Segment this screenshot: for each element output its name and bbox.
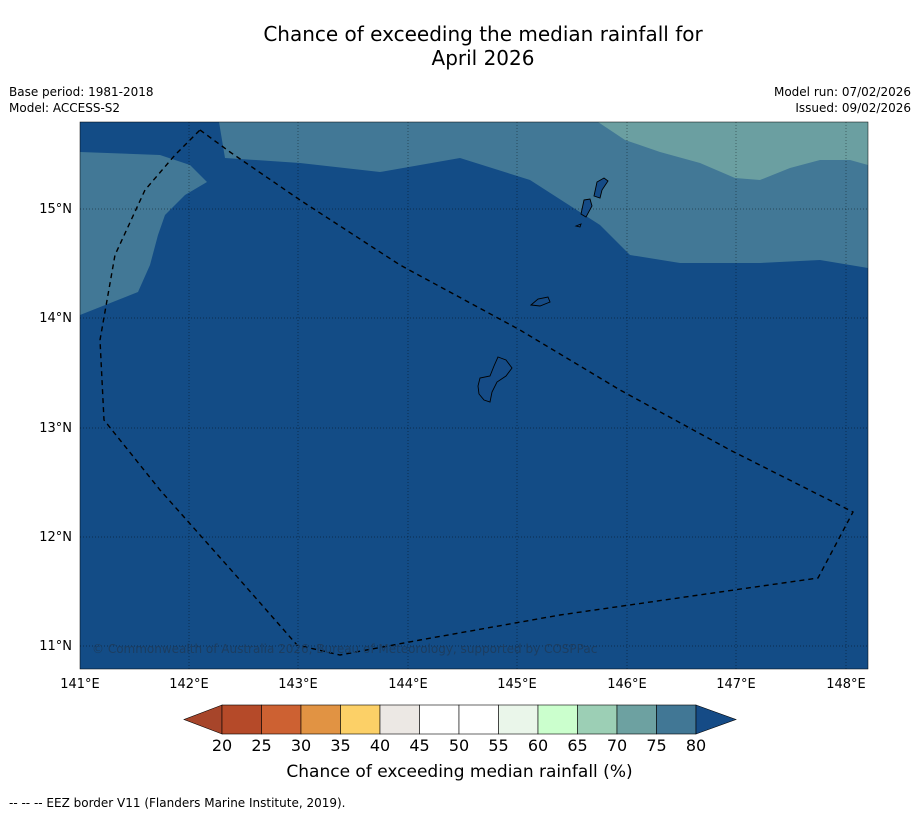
colorbar-segment — [577, 704, 618, 735]
grid-lines — [80, 122, 868, 669]
rota-island — [529, 296, 551, 307]
colorbar-tick: 80 — [685, 736, 707, 755]
rainfall-map: © Commonwealth of Australia 2026, Bureau… — [39, 121, 869, 735]
lon-tick-label: 142°E — [169, 677, 209, 692]
meta-left: Base period: 1981-2018 Model: ACCESS-S2 — [9, 84, 154, 116]
colorbar-segment — [261, 704, 302, 735]
model-run: Model run: 07/02/2026 — [773, 85, 911, 99]
colorbar-segment — [340, 704, 381, 735]
lat-tick-label: 15°N — [39, 202, 72, 217]
colorbar-segment — [419, 704, 460, 735]
eez-legend: -- -- -- EEZ border V11 (Flanders Marine… — [9, 796, 346, 810]
colorbar-segment — [379, 704, 420, 735]
title-line-2: April 2026 — [431, 46, 535, 70]
colorbar-tick: 75 — [646, 736, 667, 755]
issued-date: Issued: 09/02/2026 — [795, 101, 911, 115]
colorbar-label: Chance of exceeding median rainfall (%) — [286, 762, 633, 782]
islands — [477, 177, 609, 403]
lon-tick-label: 143°E — [278, 677, 318, 692]
colorbar-extend-high — [695, 704, 737, 735]
saipan-island — [593, 177, 609, 199]
colorbar-tick: 45 — [409, 736, 430, 755]
longitude-tick-labels: 141°E 142°E 143°E 144°E 145°E 146°E 147°… — [60, 677, 866, 692]
colorbar-tick: 20 — [211, 736, 233, 755]
colorbar-tick: 25 — [251, 736, 272, 755]
colorbar-extend-low — [183, 704, 223, 735]
lat-tick-label: 14°N — [39, 311, 72, 326]
colorbar-tick: 60 — [527, 736, 549, 755]
meta-right: Model run: 07/02/2026 Issued: 09/02/2026 — [774, 84, 911, 116]
colorbar-segment — [300, 704, 341, 735]
map-frame — [79, 121, 869, 670]
tinian-island — [580, 198, 593, 218]
copyright-notice: © Commonwealth of Australia 2026, Bureau… — [92, 642, 597, 656]
eez-border — [99, 129, 854, 656]
title-line-1: Chance of exceeding the median rainfall … — [263, 22, 703, 46]
lat-tick-label: 11°N — [39, 639, 72, 654]
colorbar-segment — [616, 704, 657, 735]
lon-tick-label: 147°E — [716, 677, 756, 692]
lat-tick-label: 13°N — [39, 421, 72, 436]
latitude-tick-labels: 15°N 14°N 13°N 12°N 11°N — [39, 202, 72, 654]
lat-tick-label: 12°N — [39, 530, 72, 545]
map-title: Chance of exceeding the median rainfall … — [0, 22, 919, 70]
colorbar — [183, 704, 737, 735]
colorbar-tick: 50 — [448, 736, 470, 755]
colorbar-segment — [221, 704, 262, 735]
colorbar-segment — [656, 704, 697, 735]
colorbar-tick: 30 — [290, 736, 312, 755]
colorbar-tick: 35 — [330, 736, 351, 755]
guam-island — [477, 356, 513, 403]
colorbar-segment — [498, 704, 539, 735]
lon-tick-label: 146°E — [607, 677, 647, 692]
band-70-75-northeast — [598, 122, 868, 180]
colorbar-tick: 65 — [567, 736, 588, 755]
colorbar-tick: 70 — [606, 736, 628, 755]
lon-tick-label: 144°E — [388, 677, 428, 692]
colorbar-segment — [537, 704, 578, 735]
model-name: Model: ACCESS-S2 — [9, 101, 121, 115]
lon-tick-label: 145°E — [497, 677, 537, 692]
colorbar-tick: 40 — [369, 736, 391, 755]
lon-tick-label: 148°E — [826, 677, 866, 692]
colorbar-tick: 55 — [488, 736, 509, 755]
lon-tick-label: 141°E — [60, 677, 100, 692]
aguijan-island — [574, 223, 582, 228]
colorbar-segment — [458, 704, 499, 735]
base-period: Base period: 1981-2018 — [9, 85, 154, 99]
